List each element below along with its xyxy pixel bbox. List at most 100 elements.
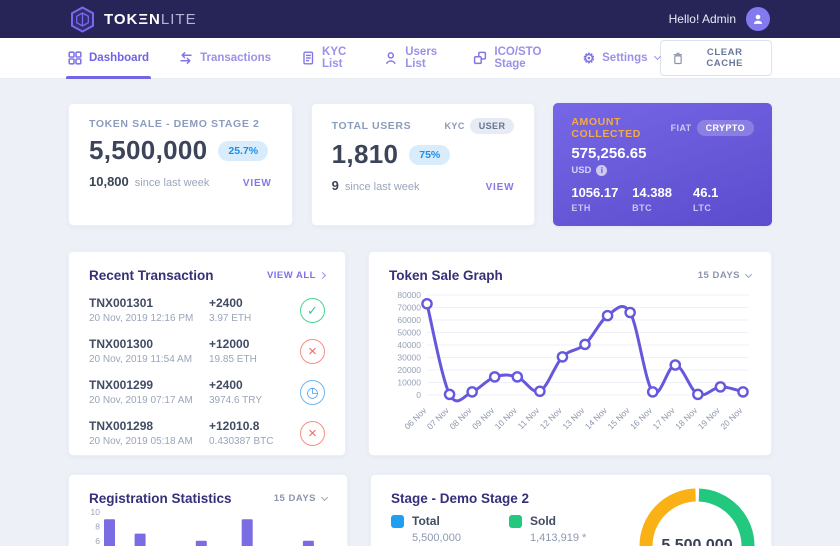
transaction-row[interactable]: TNX001299 20 Nov, 2019 07:17 AM +2400 39… [89, 378, 325, 406]
chevron-right-icon [318, 271, 327, 280]
brand[interactable]: TOKΞNLITE [70, 5, 197, 33]
chevron-down-icon [320, 493, 329, 501]
svg-text:10 Nov: 10 Nov [493, 405, 520, 432]
svg-text:10000: 10000 [397, 378, 421, 388]
svg-text:20000: 20000 [397, 365, 421, 375]
svg-text:06 Nov: 06 Nov [402, 405, 429, 432]
registration-statistics-panel: Registration Statistics 15 DAYS 1086420 [68, 474, 348, 546]
brand-bold: TOKΞN [104, 10, 161, 28]
svg-text:0: 0 [416, 390, 421, 400]
tab-transactions[interactable]: Transactions [179, 38, 271, 79]
svg-text:50000: 50000 [397, 328, 421, 338]
gear-icon: ⚙ [582, 50, 596, 66]
period-dropdown[interactable]: 15 DAYS [698, 270, 753, 281]
period-label: 15 DAYS [273, 493, 316, 504]
coin-label: LTC [693, 203, 712, 213]
clear-cache-button[interactable]: CLEAR CACHE [659, 40, 772, 76]
info-icon[interactable]: i [596, 165, 608, 176]
stage-legend: Total 5,500,000 Sold 1,413,919 * Sale % … [391, 514, 627, 546]
topbar: TOKΞNLITE Hello! Admin [0, 0, 840, 38]
amount-value: 575,256.65 [571, 145, 647, 162]
panel-title: Recent Transaction [89, 268, 214, 283]
coin-value: 1056.17 [571, 185, 619, 200]
svg-text:5,500,000: 5,500,000 [661, 537, 732, 546]
dashboard-grid-icon [68, 51, 82, 65]
percent-badge: 25.7% [218, 140, 269, 161]
delta-label: since last week [134, 177, 210, 189]
legend-swatch-total [391, 514, 404, 528]
total-users-card: TOTAL USERS KYC USER 1,810 75% 9 since l… [310, 103, 536, 226]
tx-crypto-amount: 19.85 ETH [209, 354, 257, 365]
transaction-row[interactable]: TNX001300 20 Nov, 2019 11:54 AM +12000 1… [89, 337, 325, 365]
svg-text:80000: 80000 [397, 290, 421, 300]
view-link[interactable]: VIEW [485, 182, 515, 193]
svg-text:17 Nov: 17 Nov [651, 405, 678, 432]
fiat-crypto-toggle: FIAT CRYPTO [670, 120, 755, 136]
view-link[interactable]: VIEW [242, 178, 272, 189]
tx-date: 20 Nov, 2019 07:17 AM [89, 395, 193, 406]
svg-text:13 Nov: 13 Nov [560, 405, 587, 432]
svg-text:8: 8 [95, 521, 100, 531]
tab-dashboard[interactable]: Dashboard [65, 38, 152, 79]
svg-text:15 Nov: 15 Nov [605, 405, 632, 432]
panel-title: Registration Statistics [89, 491, 232, 506]
card-title: TOTAL USERS [331, 120, 412, 132]
dashboard-content: TOKEN SALE - DEMO STAGE 2 5,500,000 25.7… [0, 79, 840, 546]
clear-cache-label: CLEAR CACHE [706, 47, 744, 69]
legend-label: Sold [530, 514, 556, 528]
user-icon [384, 51, 398, 65]
svg-text:70000: 70000 [397, 303, 421, 313]
card-title: TOKEN SALE - DEMO STAGE 2 [89, 118, 260, 130]
tx-id: TNX001301 [89, 296, 154, 310]
panel-title: Stage - Demo Stage 2 [391, 491, 530, 506]
tokenlite-logo-icon [71, 5, 94, 33]
svg-text:30000: 30000 [397, 353, 421, 363]
recent-transactions-panel: Recent Transaction VIEW ALL TNX001301 20… [68, 251, 346, 456]
transaction-row[interactable]: TNX001298 20 Nov, 2019 05:18 AM +12010.8… [89, 419, 325, 447]
token-sale-line-chart: 0 10000 20000 30000 40000 50000 60000 70000 8000… [389, 287, 751, 444]
delta-value: 10,800 [89, 174, 129, 189]
brand-text: TOKΞNLITE [104, 11, 197, 28]
coin-ltc: 46.1 LTC [693, 185, 754, 213]
tab-label: ICO/STO Stage [494, 46, 542, 70]
tab-kyc-list[interactable]: KYC List [301, 38, 354, 79]
delta-value: 9 [331, 178, 339, 193]
svg-text:09 Nov: 09 Nov [470, 405, 497, 432]
transfer-arrows-icon [179, 51, 193, 65]
person-icon [753, 14, 763, 24]
coin-btc: 14.388 BTC [632, 185, 693, 213]
period-dropdown[interactable]: 15 DAYS [273, 493, 329, 504]
tab-ico-sto-stage[interactable]: ICO/STO Stage [473, 38, 552, 79]
total-users-value: 1,810 [331, 139, 399, 169]
tab-label: Users List [405, 46, 438, 70]
coin-value: 46.1 [693, 185, 719, 200]
status-pending-icon: ◷ [300, 379, 325, 405]
user-avatar[interactable] [746, 7, 770, 31]
legend-value: 5,500,000 [412, 532, 461, 544]
amount-collected-card: AMOUNT COLLECTED FIAT CRYPTO 575,256.65 … [553, 103, 773, 226]
legend-swatch-sold [509, 514, 522, 528]
svg-text:60000: 60000 [397, 315, 421, 325]
tab-label: KYC List [322, 46, 347, 70]
toggle-crypto[interactable]: CRYPTO [696, 120, 755, 136]
stage-donut-chart: 5,500,000TLE [635, 484, 759, 546]
document-list-icon [301, 51, 315, 65]
toggle-kyc[interactable]: KYC [444, 121, 465, 131]
toggle-user[interactable]: USER [469, 118, 515, 134]
view-all-link[interactable]: VIEW ALL [267, 270, 327, 281]
coins-stack-icon [473, 51, 487, 65]
svg-text:6: 6 [95, 536, 100, 546]
tx-crypto-amount: 0.430387 BTC [209, 436, 274, 447]
tab-settings[interactable]: ⚙ Settings [582, 38, 661, 79]
toggle-fiat[interactable]: FIAT [670, 123, 692, 133]
svg-text:10: 10 [91, 507, 101, 517]
stage-panel: Stage - Demo Stage 2 Total 5,500,000 Sol… [370, 474, 772, 546]
tab-users-list[interactable]: Users List [384, 38, 443, 79]
greeting-text: Hello! Admin [668, 12, 736, 26]
legend-item-total: Total 5,500,000 [391, 514, 509, 544]
currency-label: USD [571, 165, 592, 176]
transaction-row[interactable]: TNX001301 20 Nov, 2019 12:16 PM +2400 3.… [89, 296, 325, 324]
tx-id: TNX001300 [89, 337, 154, 351]
tx-id: TNX001298 [89, 419, 154, 433]
brand-light: LITE [160, 10, 197, 28]
